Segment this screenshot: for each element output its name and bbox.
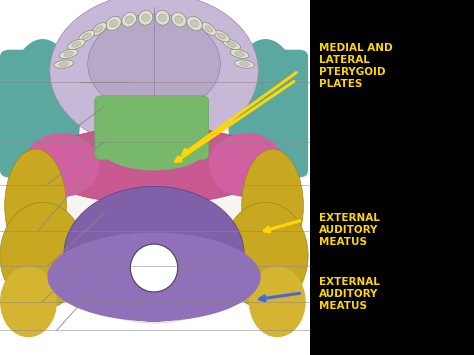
- Ellipse shape: [92, 22, 107, 36]
- Ellipse shape: [0, 266, 57, 337]
- FancyBboxPatch shape: [95, 96, 209, 160]
- Ellipse shape: [82, 33, 91, 39]
- Ellipse shape: [191, 20, 199, 27]
- Ellipse shape: [223, 202, 308, 309]
- Ellipse shape: [122, 12, 137, 27]
- Ellipse shape: [64, 51, 73, 56]
- Ellipse shape: [242, 149, 303, 263]
- Ellipse shape: [201, 22, 216, 36]
- Ellipse shape: [88, 14, 220, 114]
- Ellipse shape: [235, 60, 254, 68]
- Ellipse shape: [235, 51, 244, 56]
- Ellipse shape: [50, 0, 258, 149]
- Ellipse shape: [142, 14, 150, 21]
- FancyBboxPatch shape: [232, 50, 308, 178]
- Text: EXTERNAL
AUDITORY
MEATUS: EXTERNAL AUDITORY MEATUS: [319, 277, 379, 311]
- Ellipse shape: [67, 39, 85, 50]
- Ellipse shape: [95, 26, 103, 32]
- Ellipse shape: [125, 16, 133, 23]
- Ellipse shape: [130, 244, 178, 292]
- Ellipse shape: [54, 60, 73, 68]
- Ellipse shape: [79, 30, 95, 42]
- Ellipse shape: [158, 14, 166, 21]
- Ellipse shape: [223, 39, 241, 50]
- Ellipse shape: [155, 10, 170, 25]
- Ellipse shape: [64, 186, 244, 321]
- Ellipse shape: [5, 149, 66, 263]
- Ellipse shape: [230, 49, 249, 59]
- Ellipse shape: [72, 42, 81, 47]
- FancyBboxPatch shape: [0, 50, 76, 178]
- Ellipse shape: [106, 16, 121, 31]
- Ellipse shape: [59, 49, 78, 59]
- Ellipse shape: [228, 39, 303, 188]
- Ellipse shape: [59, 62, 69, 66]
- Ellipse shape: [102, 128, 206, 170]
- Ellipse shape: [239, 62, 249, 66]
- Text: EXTERNAL
AUDITORY
MEATUS: EXTERNAL AUDITORY MEATUS: [319, 213, 379, 247]
- Text: MEDIAL AND
LATERAL
PTERYGOID
PLATES: MEDIAL AND LATERAL PTERYGOID PLATES: [319, 43, 392, 89]
- Ellipse shape: [138, 10, 153, 25]
- Ellipse shape: [24, 133, 100, 197]
- Ellipse shape: [47, 233, 261, 321]
- Ellipse shape: [187, 16, 202, 31]
- Ellipse shape: [209, 133, 284, 197]
- Ellipse shape: [5, 39, 81, 188]
- Ellipse shape: [172, 12, 186, 27]
- Ellipse shape: [217, 33, 226, 39]
- Ellipse shape: [175, 16, 183, 23]
- Ellipse shape: [227, 42, 236, 47]
- Ellipse shape: [109, 20, 118, 27]
- Ellipse shape: [0, 202, 85, 309]
- Ellipse shape: [12, 4, 296, 323]
- Bar: [0, 0, 310, 355]
- Ellipse shape: [249, 266, 306, 337]
- Ellipse shape: [205, 26, 213, 32]
- Ellipse shape: [36, 126, 273, 204]
- Ellipse shape: [213, 30, 229, 42]
